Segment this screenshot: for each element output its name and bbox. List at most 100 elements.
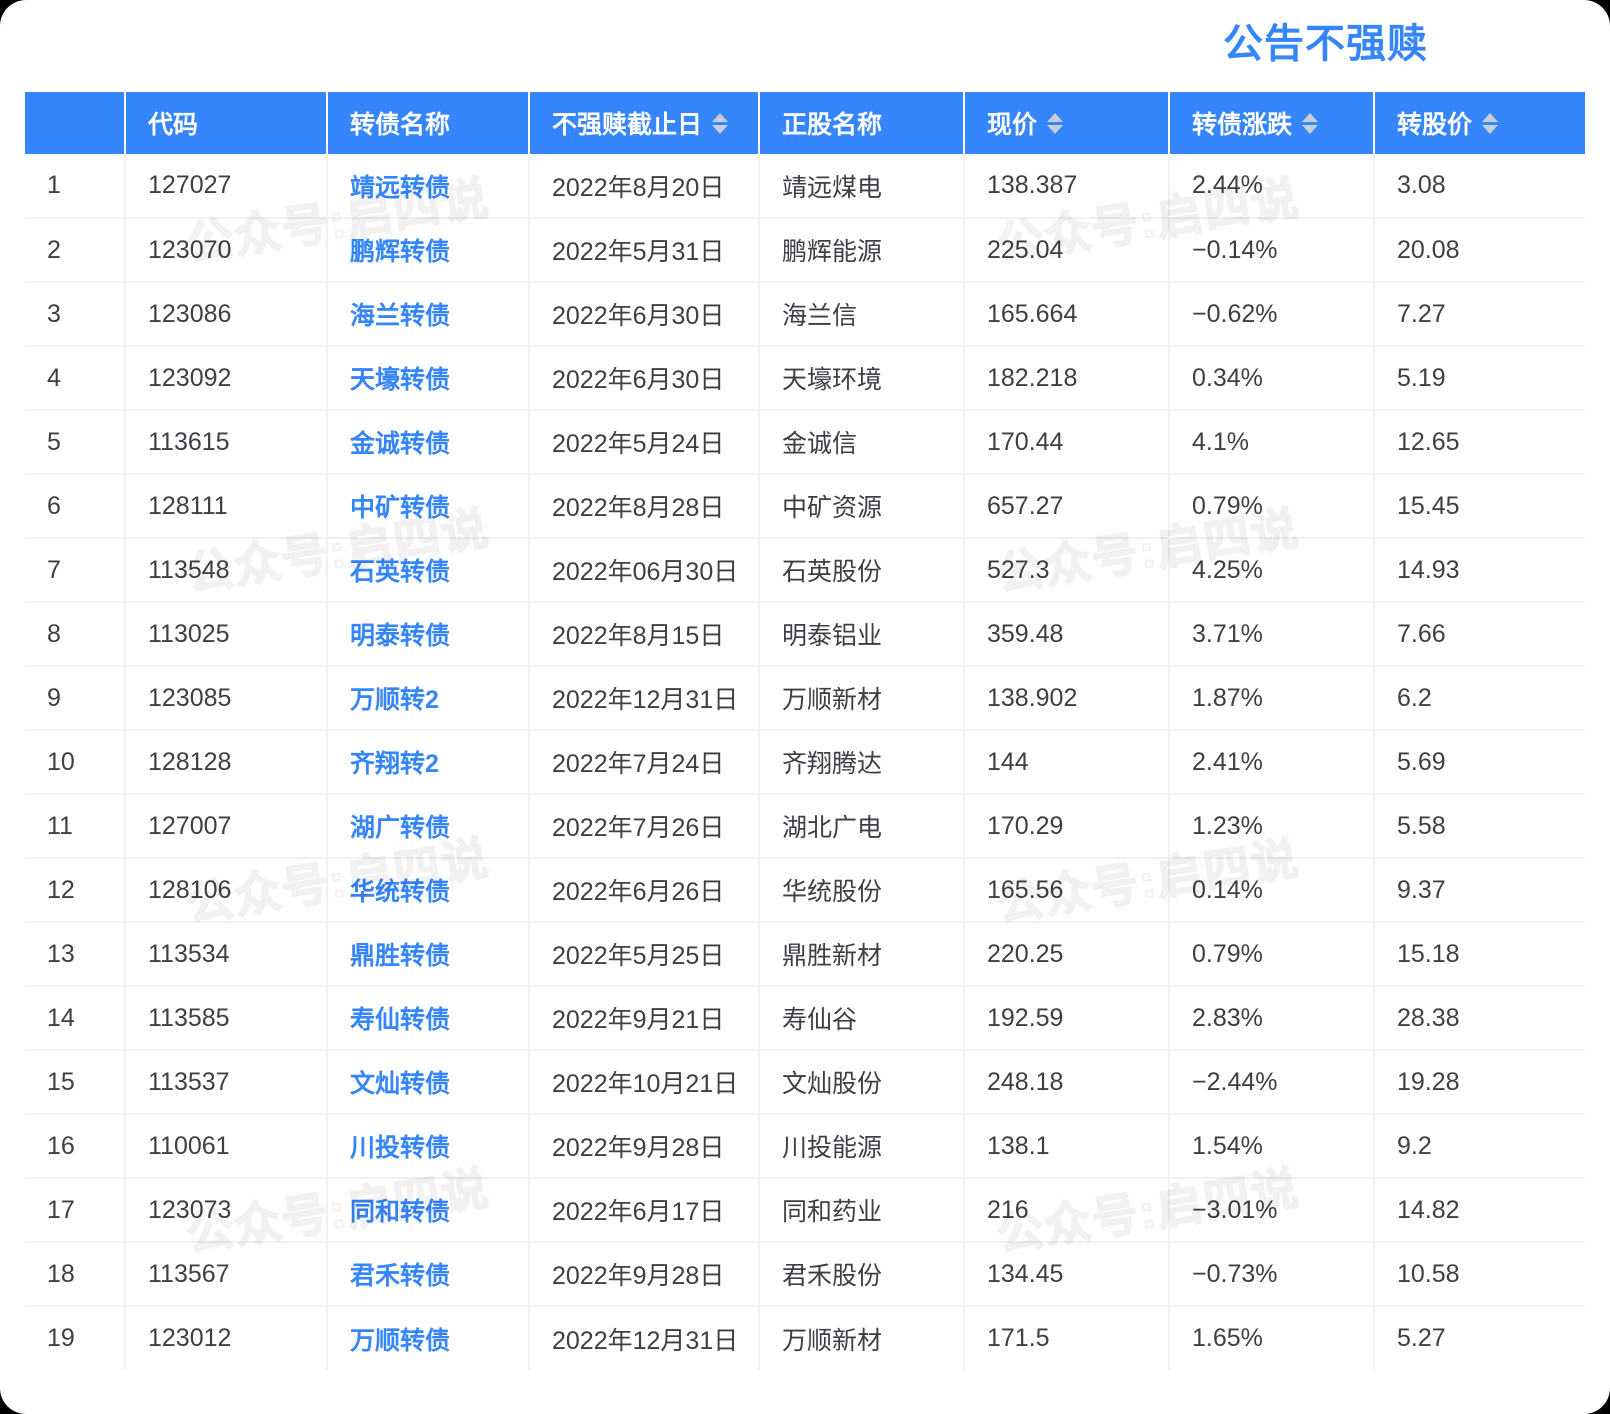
bond-name-link[interactable]: 万顺转债 <box>350 1326 451 1355</box>
sort-icon[interactable] <box>1302 112 1319 134</box>
bond-name-link[interactable]: 海兰转债 <box>350 302 451 330</box>
cell-change: 1.23% <box>1169 794 1375 859</box>
cell-change: 0.79% <box>1169 922 1375 987</box>
cell-bond-name[interactable]: 华统转债 <box>327 858 530 923</box>
cell-bond-name[interactable]: 同和转债 <box>327 1178 530 1243</box>
cell-bond-name[interactable]: 万顺转2 <box>327 666 530 731</box>
cell-code: 128128 <box>125 730 328 795</box>
sort-icon[interactable] <box>1482 112 1499 134</box>
table-row[interactable]: 5 113615 金诚转债 2022年5月24日 金诚信 170.44 4.1% 12.65 <box>25 410 1585 475</box>
cell-bond-name[interactable]: 君禾转债 <box>327 1242 530 1307</box>
cell-stock-name: 齐翔腾达 <box>759 730 965 795</box>
cell-conversion-price: 9.37 <box>1374 858 1585 923</box>
bond-name-link[interactable]: 川投转债 <box>350 1134 451 1162</box>
table-row[interactable]: 18 113567 君禾转债 2022年9月28日 君禾股份 134.45 −0.73% 10… <box>25 1242 1585 1307</box>
cell-bond-name[interactable]: 齐翔转2 <box>327 730 530 795</box>
sort-icon[interactable] <box>712 112 729 134</box>
column-header-deadline-label: 不强赎截止日 <box>552 111 703 139</box>
cell-bond-name[interactable]: 石英转债 <box>327 538 530 603</box>
column-header-conversion-price[interactable]: 转股价 <box>1374 92 1585 154</box>
table-row[interactable]: 11 127007 湖广转债 2022年7月26日 湖北广电 170.29 1.23% 5.5… <box>25 794 1585 859</box>
page-title: 公告不强赎 <box>1223 22 1428 66</box>
column-header-bond-name[interactable]: 转债名称 <box>327 92 530 154</box>
cell-bond-name[interactable]: 万顺转债 <box>327 1306 530 1370</box>
table-row[interactable]: 16 110061 川投转债 2022年9月28日 川投能源 138.1 1.54% 9.2 <box>25 1114 1585 1179</box>
bond-name-link[interactable]: 齐翔转2 <box>350 750 439 778</box>
cell-bond-name[interactable]: 寿仙转债 <box>327 986 530 1051</box>
cell-bond-name[interactable]: 金诚转债 <box>327 410 530 475</box>
cell-bond-name[interactable]: 靖远转债 <box>327 154 530 219</box>
cell-stock-name: 川投能源 <box>759 1114 965 1179</box>
column-header-price[interactable]: 现价 <box>964 92 1170 154</box>
table-row[interactable]: 2 123070 鹏辉转债 2022年5月31日 鹏辉能源 225.04 −0.14% 20.… <box>25 218 1585 283</box>
cell-index: 11 <box>25 794 126 859</box>
cell-deadline: 2022年5月31日 <box>529 218 760 283</box>
column-header-change[interactable]: 转债涨跌 <box>1169 92 1375 154</box>
bond-name-link[interactable]: 天壕转债 <box>350 366 451 394</box>
bond-name-link[interactable]: 中矿转债 <box>350 494 451 522</box>
bond-name-link[interactable]: 明泰转债 <box>350 622 451 650</box>
table-row[interactable]: 1 127027 靖远转债 2022年8月20日 靖远煤电 138.387 2.44% 3.0… <box>25 154 1585 219</box>
cell-conversion-price: 7.66 <box>1374 602 1585 667</box>
cell-bond-name[interactable]: 天壕转债 <box>327 346 530 411</box>
cell-code: 123092 <box>125 346 328 411</box>
cell-index: 12 <box>25 858 126 923</box>
bond-name-link[interactable]: 文灿转债 <box>350 1070 451 1098</box>
table-row[interactable]: 17 123073 同和转债 2022年6月17日 同和药业 216 −3.01% 14.82 <box>25 1178 1585 1243</box>
cell-code: 127027 <box>125 154 328 219</box>
table-row[interactable]: 3 123086 海兰转债 2022年6月30日 海兰信 165.664 −0.62% 7.2… <box>25 282 1585 347</box>
bond-name-link[interactable]: 金诚转债 <box>350 430 451 458</box>
table-head: 代码 转债名称 不强赎截止日 正股名称 <box>25 92 1585 154</box>
table-row[interactable]: 15 113537 文灿转债 2022年10月21日 文灿股份 248.18 −2.44% 1… <box>25 1050 1585 1115</box>
bond-name-link[interactable]: 华统转债 <box>350 878 451 906</box>
page-title-bar: 公告不强赎 <box>0 0 1610 88</box>
table-row[interactable]: 7 113548 石英转债 2022年06月30日 石英股份 527.3 4.25% 14.9… <box>25 538 1585 603</box>
cell-stock-name: 石英股份 <box>759 538 965 603</box>
cell-bond-name[interactable]: 鼎胜转债 <box>327 922 530 987</box>
bond-name-link[interactable]: 鹏辉转债 <box>350 238 451 266</box>
cell-deadline: 2022年6月26日 <box>529 858 760 923</box>
table-row[interactable]: 4 123092 天壕转债 2022年6月30日 天壕环境 182.218 0.34% 5.1… <box>25 346 1585 411</box>
cell-deadline: 2022年6月30日 <box>529 282 760 347</box>
table-row[interactable]: 9 123085 万顺转2 2022年12月31日 万顺新材 138.902 1.87% 6.… <box>25 666 1585 731</box>
cell-conversion-price: 7.27 <box>1374 282 1585 347</box>
cell-price: 359.48 <box>964 602 1170 667</box>
bond-name-link[interactable]: 万顺转2 <box>350 686 439 714</box>
bond-name-link[interactable]: 同和转债 <box>350 1198 451 1226</box>
cell-deadline: 2022年9月21日 <box>529 986 760 1051</box>
table-row[interactable]: 13 113534 鼎胜转债 2022年5月25日 鼎胜新材 220.25 0.79% 15.… <box>25 922 1585 987</box>
bond-name-link[interactable]: 湖广转债 <box>350 814 451 842</box>
table-row[interactable]: 19 123012 万顺转债 2022年12月31日 万顺新材 171.5 1.65% 5.2… <box>25 1306 1585 1370</box>
bond-name-link[interactable]: 寿仙转债 <box>350 1006 451 1034</box>
cell-price: 165.664 <box>964 282 1170 347</box>
cell-change: 2.83% <box>1169 986 1375 1051</box>
cell-bond-name[interactable]: 中矿转债 <box>327 474 530 539</box>
column-header-code[interactable]: 代码 <box>125 92 328 154</box>
bond-name-link[interactable]: 君禾转债 <box>350 1262 451 1290</box>
table-row[interactable]: 8 113025 明泰转债 2022年8月15日 明泰铝业 359.48 3.71% 7.66 <box>25 602 1585 667</box>
column-header-stock-name[interactable]: 正股名称 <box>759 92 965 154</box>
cell-code: 128111 <box>125 474 328 539</box>
table-row[interactable]: 12 128106 华统转债 2022年6月26日 华统股份 165.56 0.14% 9.3… <box>25 858 1585 923</box>
cell-change: 4.25% <box>1169 538 1375 603</box>
cell-bond-name[interactable]: 明泰转债 <box>327 602 530 667</box>
bond-table-container: 代码 转债名称 不强赎截止日 正股名称 <box>25 92 1585 1370</box>
cell-bond-name[interactable]: 鹏辉转债 <box>327 218 530 283</box>
cell-price: 138.1 <box>964 1114 1170 1179</box>
bond-name-link[interactable]: 石英转债 <box>350 558 451 586</box>
bond-name-link[interactable]: 鼎胜转债 <box>350 942 451 970</box>
cell-deadline: 2022年06月30日 <box>529 538 760 603</box>
cell-bond-name[interactable]: 文灿转债 <box>327 1050 530 1115</box>
cell-index: 15 <box>25 1050 126 1115</box>
sort-icon[interactable] <box>1047 112 1064 134</box>
bond-name-link[interactable]: 靖远转债 <box>350 173 451 202</box>
column-header-deadline[interactable]: 不强赎截止日 <box>529 92 760 154</box>
table-row[interactable]: 10 128128 齐翔转2 2022年7月24日 齐翔腾达 144 2.41% 5.69 <box>25 730 1585 795</box>
cell-bond-name[interactable]: 海兰转债 <box>327 282 530 347</box>
table-row[interactable]: 6 128111 中矿转债 2022年8月28日 中矿资源 657.27 0.79% 15.4… <box>25 474 1585 539</box>
cell-price: 527.3 <box>964 538 1170 603</box>
cell-bond-name[interactable]: 川投转债 <box>327 1114 530 1179</box>
table-row[interactable]: 14 113585 寿仙转债 2022年9月21日 寿仙谷 192.59 2.83% 28.3… <box>25 986 1585 1051</box>
cell-bond-name[interactable]: 湖广转债 <box>327 794 530 859</box>
cell-index: 18 <box>25 1242 126 1307</box>
